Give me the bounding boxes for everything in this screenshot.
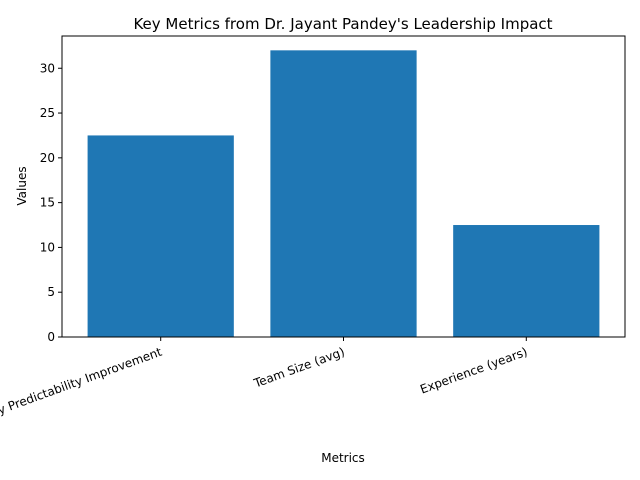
x-axis: Delivery Predictability Improvement Team … [0,337,529,432]
bar-experience-years [453,225,600,337]
y-axis: 0 5 10 15 20 25 30 [40,61,62,344]
chart-title: Key Metrics from Dr. Jayant Pandey's Lea… [133,15,552,33]
y-axis-label: Values [15,166,29,205]
y-tick-label: 0 [47,330,55,344]
x-tick-label: Experience (years) [418,345,529,397]
y-tick-label: 10 [40,240,55,254]
y-tick-label: 20 [40,151,55,165]
y-tick-label: 25 [40,106,55,120]
bar-delivery-predictability-improvement [87,135,234,337]
bars-layer [87,50,600,337]
plot-frame [61,35,626,338]
x-axis-label: Metrics [321,451,365,465]
y-tick-label: 15 [40,196,55,210]
bar-team-size-avg [270,50,417,337]
x-tick-label: Team Size (avg) [251,345,346,391]
x-tick-label: Delivery Predictability Improvement [0,345,164,432]
y-tick-label: 30 [40,61,55,75]
y-tick-label: 5 [47,285,55,299]
